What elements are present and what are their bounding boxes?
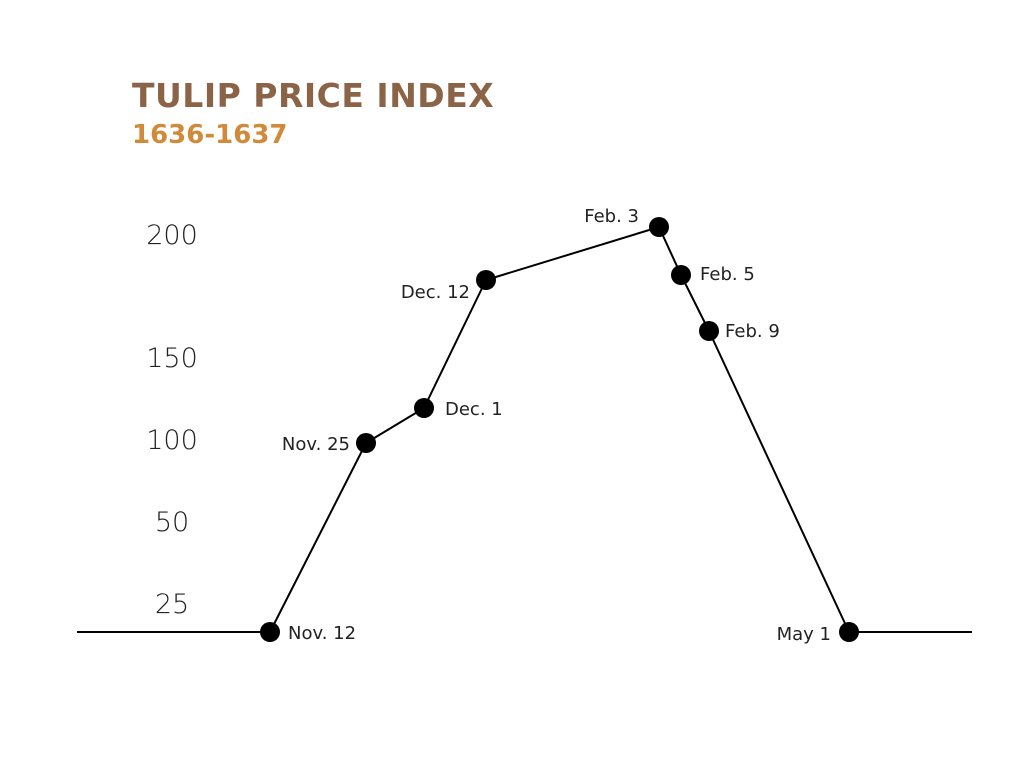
y-tick-label: 50 — [155, 507, 189, 538]
point-label: May 1 — [777, 624, 831, 645]
data-point — [671, 265, 691, 285]
point-label: Feb. 9 — [725, 321, 780, 342]
chart-title: TULIP PRICE INDEX — [132, 76, 495, 115]
point-label: Nov. 25 — [282, 434, 350, 455]
chart-subtitle: 1636-1637 — [132, 120, 288, 150]
data-point — [839, 622, 859, 642]
y-tick-label: 200 — [146, 220, 198, 251]
point-labels: Nov. 12 Nov. 25 Dec. 1 Dec. 12 Feb. 3 Feb. 5 F… — [282, 206, 831, 645]
data-point — [260, 622, 280, 642]
y-tick-label: 150 — [146, 343, 198, 374]
data-point — [649, 217, 669, 237]
series-line — [269, 226, 850, 633]
point-label: Dec. 1 — [445, 399, 503, 420]
point-label: Feb. 5 — [700, 264, 755, 285]
point-label: Nov. 12 — [288, 623, 356, 644]
y-tick-label: 25 — [155, 589, 189, 620]
point-label: Feb. 3 — [584, 206, 639, 227]
data-point — [356, 433, 376, 453]
data-point — [414, 398, 434, 418]
series-line-group — [269, 226, 850, 633]
data-points — [260, 217, 859, 642]
point-label: Dec. 12 — [401, 282, 470, 303]
y-tick-label: 100 — [146, 425, 198, 456]
data-point — [476, 270, 496, 290]
y-axis-tick-labels: 200 150 100 50 25 — [146, 220, 198, 620]
data-point — [699, 321, 719, 341]
